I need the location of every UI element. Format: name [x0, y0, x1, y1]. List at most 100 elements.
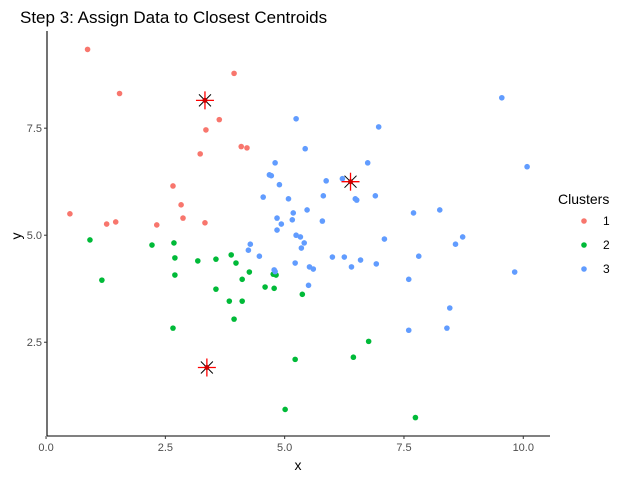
data-point-cluster-3	[272, 160, 278, 166]
data-point-cluster-3	[415, 253, 422, 259]
data-point-cluster-3	[329, 254, 336, 260]
data-point-cluster-3	[452, 241, 459, 248]
data-point-cluster-2	[149, 242, 155, 248]
data-point-cluster-1	[116, 90, 123, 97]
data-point-cluster-1	[178, 202, 184, 208]
axis-ticks: 0.0 2.5 5.0 7.5 10.0 2.5 5.0 7.5	[27, 123, 534, 454]
data-point-cluster-3	[301, 240, 308, 246]
data-point-cluster-3	[272, 268, 278, 275]
data-point-cluster-3	[381, 236, 388, 242]
data-point-cluster-3	[319, 218, 326, 224]
x-tick-label: 7.5	[396, 442, 411, 454]
data-point-cluster-3	[304, 207, 310, 213]
centroid-center	[348, 179, 354, 185]
data-point-cluster-3	[290, 210, 297, 216]
data-point-cluster-3	[305, 282, 312, 289]
data-point-cluster-2	[226, 298, 233, 304]
centroid-center	[204, 365, 210, 371]
data-point-cluster-1	[216, 116, 223, 123]
x-axis-label: x	[295, 457, 302, 473]
data-point-cluster-2	[172, 255, 178, 261]
data-point-cluster-2	[365, 338, 372, 345]
data-point-cluster-2	[233, 260, 239, 266]
data-point-cluster-3	[274, 227, 280, 233]
data-point-cluster-3	[373, 261, 380, 267]
y-tick-label: 5.0	[27, 230, 42, 242]
legend-key-2	[581, 242, 587, 248]
y-tick-label: 2.5	[27, 337, 42, 349]
data-point-cluster-2	[299, 291, 306, 298]
data-point-cluster-3	[459, 234, 466, 240]
data-point-cluster-3	[405, 276, 412, 283]
data-point-cluster-1	[197, 151, 203, 157]
legend: Clusters 1 2 3	[558, 191, 610, 276]
data-point-cluster-3	[511, 269, 518, 275]
data-point-cluster-3	[341, 254, 348, 260]
centroid-center	[202, 97, 208, 103]
data-point-cluster-2	[282, 406, 288, 413]
data-point-cluster-2	[87, 237, 93, 243]
data-point-cluster-1	[153, 222, 160, 228]
data-point-cluster-3	[310, 266, 317, 272]
data-points	[67, 46, 530, 421]
data-point-cluster-3	[375, 124, 382, 130]
data-point-cluster-3	[405, 327, 412, 334]
data-point-cluster-1	[244, 145, 250, 151]
x-tick-label: 10.0	[513, 442, 534, 454]
data-point-cluster-2	[262, 284, 268, 290]
data-point-cluster-3	[444, 325, 450, 331]
data-point-cluster-2	[292, 356, 298, 363]
data-point-cluster-2	[231, 316, 237, 322]
x-tick-label: 2.5	[158, 442, 173, 454]
centroid-star-icon	[197, 358, 216, 377]
data-point-cluster-3	[302, 145, 308, 152]
centroid-markers	[195, 91, 360, 377]
data-point-cluster-2	[412, 414, 419, 421]
legend-key-3	[581, 266, 587, 272]
data-point-cluster-1	[170, 183, 176, 189]
y-axis-label: y	[8, 233, 24, 240]
data-point-cluster-1	[203, 127, 209, 133]
data-point-cluster-3	[339, 175, 346, 182]
data-point-cluster-2	[239, 298, 245, 304]
data-point-cluster-2	[213, 256, 219, 262]
data-point-cluster-3	[524, 163, 530, 170]
data-point-cluster-1	[202, 219, 208, 226]
data-point-cluster-3	[293, 115, 299, 122]
data-point-cluster-1	[84, 46, 91, 53]
legend-label: 2	[603, 238, 610, 252]
data-point-cluster-2	[213, 286, 219, 292]
data-point-cluster-3	[256, 253, 263, 259]
data-point-cluster-2	[239, 276, 245, 283]
y-tick-label: 7.5	[27, 123, 42, 135]
x-tick-label: 5.0	[277, 442, 292, 454]
data-point-cluster-3	[364, 160, 371, 166]
centroid-star-icon	[195, 91, 214, 110]
data-point-cluster-3	[348, 264, 355, 270]
data-point-cluster-3	[357, 257, 364, 263]
data-point-cluster-3	[260, 194, 266, 200]
data-point-cluster-3	[372, 193, 379, 199]
data-point-cluster-3	[498, 94, 505, 101]
data-point-cluster-1	[112, 219, 119, 225]
data-point-cluster-3	[285, 196, 292, 202]
data-point-cluster-3	[268, 172, 275, 179]
data-point-cluster-3	[245, 247, 252, 253]
data-point-cluster-3	[278, 221, 285, 227]
data-point-cluster-3	[289, 217, 296, 223]
data-point-cluster-3	[353, 197, 360, 203]
data-point-cluster-3	[247, 241, 254, 248]
data-point-cluster-3	[293, 232, 299, 239]
data-point-cluster-3	[276, 181, 283, 188]
data-point-cluster-2	[228, 252, 235, 258]
data-point-cluster-3	[292, 260, 298, 266]
data-point-cluster-3	[274, 215, 280, 221]
data-point-cluster-2	[170, 325, 176, 331]
chart-title: Step 3: Assign Data to Closest Centroids	[20, 8, 327, 27]
data-point-cluster-1	[231, 70, 237, 77]
legend-label: 1	[603, 214, 610, 228]
data-point-cluster-2	[195, 258, 201, 264]
data-point-cluster-3	[446, 305, 453, 311]
data-point-cluster-1	[67, 211, 73, 217]
